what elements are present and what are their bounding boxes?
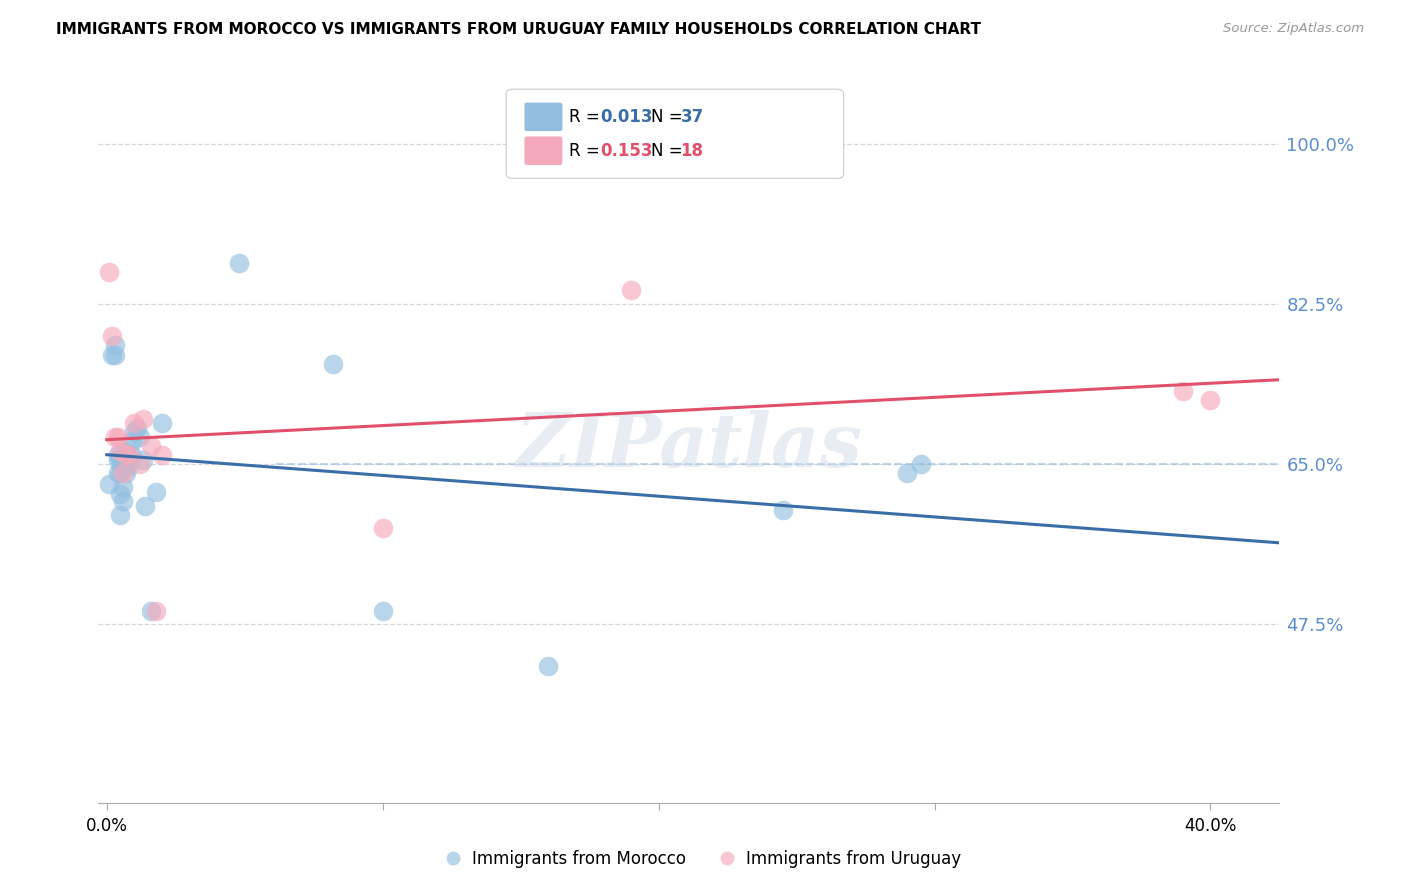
Point — [118, 448, 141, 462]
Text: 37: 37 — [681, 108, 704, 126]
Point — [131, 411, 153, 425]
Text: 0.153: 0.153 — [600, 142, 652, 160]
Point — [101, 329, 124, 343]
Point — [107, 448, 129, 462]
Text: Source: ZipAtlas.com: Source: ZipAtlas.com — [1223, 22, 1364, 36]
Point — [112, 459, 135, 474]
Point — [620, 284, 643, 298]
Point — [150, 448, 173, 462]
Point — [110, 443, 132, 458]
Point — [910, 458, 932, 472]
Point — [139, 439, 162, 453]
Point — [322, 357, 344, 371]
Text: N =: N = — [651, 108, 688, 126]
Text: ZIPatlas: ZIPatlas — [516, 409, 862, 483]
Point — [110, 486, 132, 500]
Point — [371, 604, 394, 618]
Point — [112, 494, 135, 508]
Point — [145, 604, 167, 618]
Point — [107, 452, 129, 467]
Point — [124, 416, 146, 430]
Point — [1171, 384, 1194, 398]
Point — [121, 448, 143, 462]
Text: 18: 18 — [681, 142, 703, 160]
Text: N =: N = — [651, 142, 688, 160]
Point — [98, 477, 121, 491]
Point — [128, 430, 150, 444]
Point — [104, 347, 127, 361]
Point — [115, 448, 138, 462]
Point — [115, 467, 138, 481]
Text: R =: R = — [569, 108, 606, 126]
Point — [107, 430, 129, 444]
Point — [125, 420, 148, 434]
Point — [107, 467, 129, 481]
Text: IMMIGRANTS FROM MOROCCO VS IMMIGRANTS FROM URUGUAY FAMILY HOUSEHOLDS CORRELATION: IMMIGRANTS FROM MOROCCO VS IMMIGRANTS FR… — [56, 22, 981, 37]
Point — [104, 338, 127, 352]
Point — [124, 425, 146, 440]
Point — [896, 467, 918, 481]
Point — [104, 430, 127, 444]
Point — [772, 503, 794, 517]
Point — [131, 452, 153, 467]
Point — [118, 459, 141, 474]
Point — [115, 458, 138, 472]
Point — [112, 467, 135, 481]
Point — [121, 434, 143, 449]
Point — [110, 508, 132, 522]
Point — [110, 467, 132, 481]
Point — [371, 521, 394, 535]
Point — [118, 448, 141, 462]
Text: R =: R = — [569, 142, 606, 160]
Point — [139, 604, 162, 618]
Legend: Immigrants from Morocco, Immigrants from Uruguay: Immigrants from Morocco, Immigrants from… — [439, 844, 967, 875]
Text: 0.013: 0.013 — [600, 108, 652, 126]
Point — [537, 658, 560, 673]
Point — [98, 265, 121, 279]
Point — [150, 416, 173, 430]
Point — [101, 347, 124, 361]
Point — [115, 443, 138, 458]
Point — [134, 500, 156, 514]
Point — [128, 458, 150, 472]
Point — [112, 450, 135, 464]
Point — [1199, 393, 1222, 408]
Point — [145, 484, 167, 499]
Point — [110, 452, 132, 467]
Point — [112, 480, 135, 494]
Point — [228, 256, 250, 270]
